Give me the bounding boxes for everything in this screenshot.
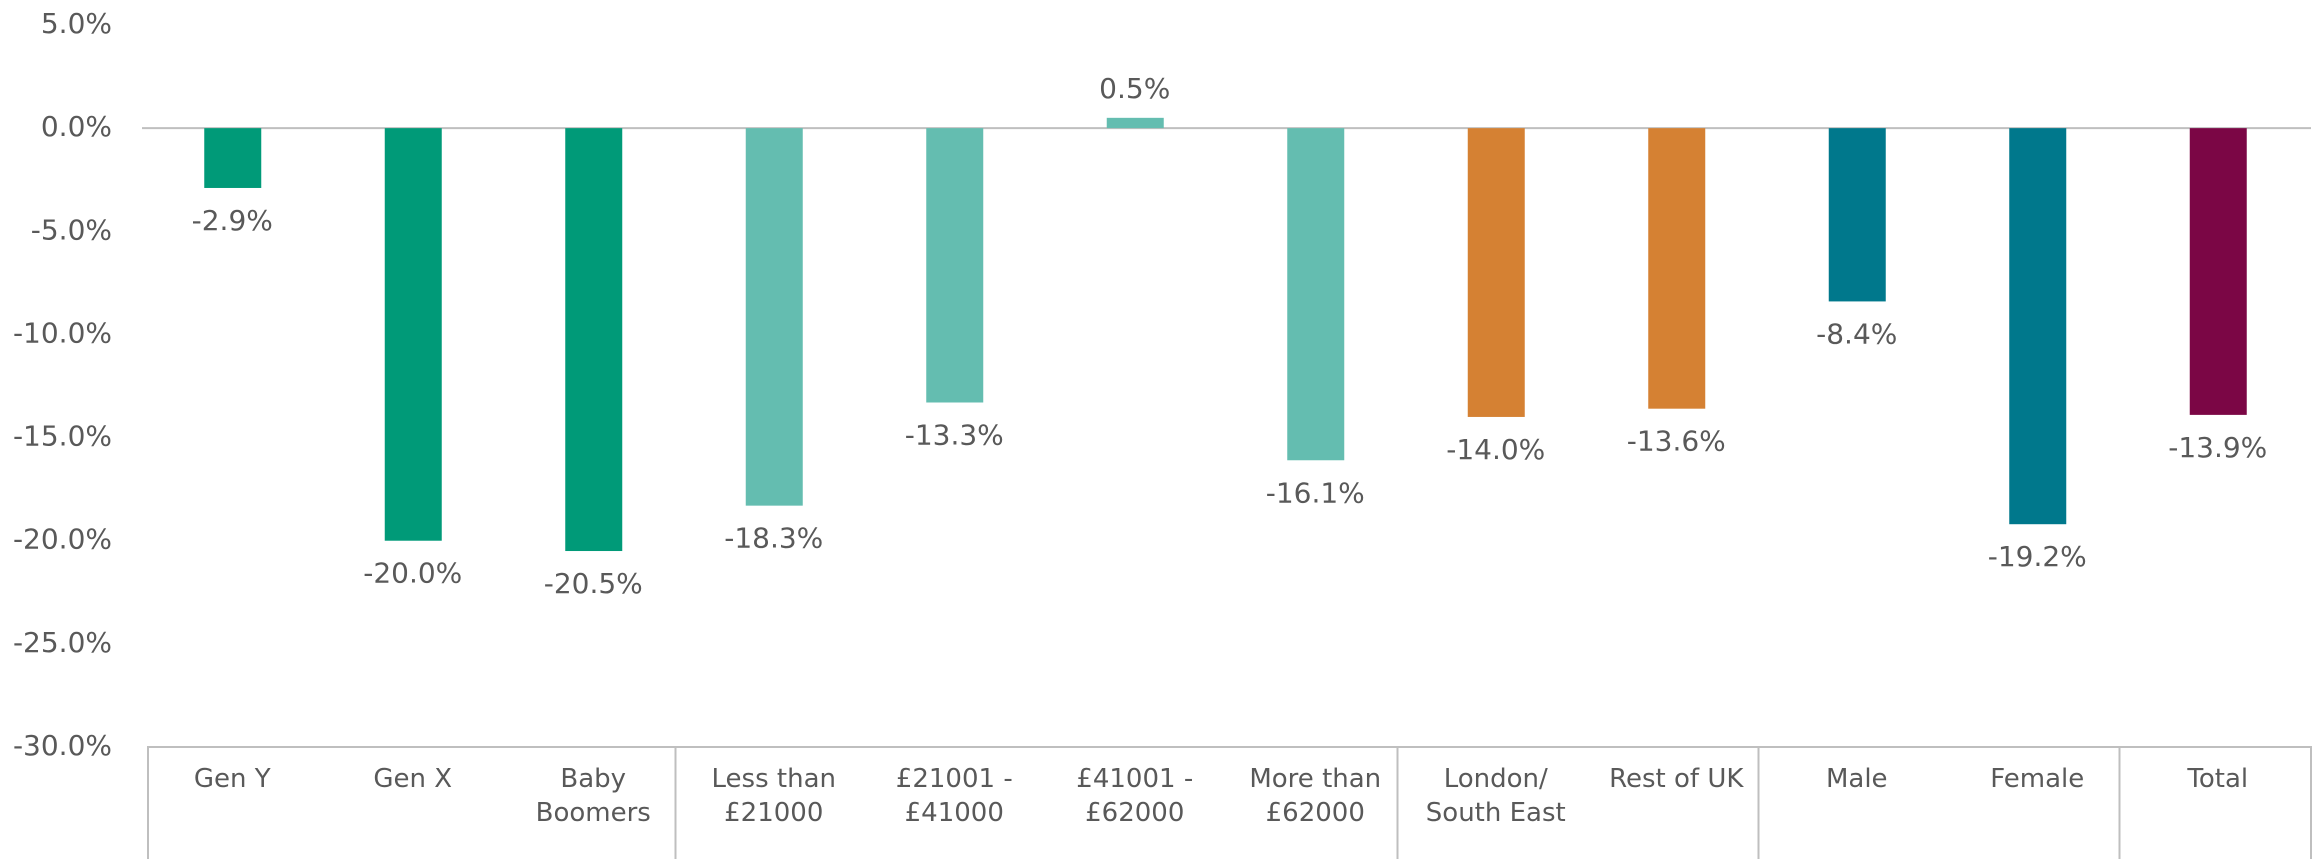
data-label: -13.6% [1627,425,1726,458]
y-tick-label: 0.0% [41,110,112,143]
y-tick-label: -5.0% [31,213,112,246]
data-label: -18.3% [724,522,823,555]
x-tick-label: Total [2187,764,2249,794]
bar [1828,128,1886,302]
data-label: -16.1% [1266,476,1365,509]
data-label: -19.2% [1988,540,2087,573]
x-tick-label: Baby Boomers [535,764,651,828]
bar [926,128,984,403]
x-tick-label: Rest of UK [1609,764,1744,794]
bar [565,128,623,552]
x-tick-label: More than £62000 [1249,764,1382,828]
y-tick-label: -30.0% [13,729,112,762]
x-tick-label: Male [1825,764,1888,794]
bar [2009,128,2067,525]
x-tick-label: £21001 - £41000 [895,764,1013,828]
category-table [147,746,2312,859]
bar [2189,128,2247,415]
x-tick-label: Female [1990,764,2085,794]
y-tick-label: 5.0% [41,7,112,40]
data-label: -20.5% [544,567,643,600]
x-tick-label: London/ South East [1425,764,1566,828]
data-label: -2.9% [192,204,273,237]
x-tick-label: Less than £21000 [711,764,836,828]
data-label: -14.0% [1446,433,1545,466]
bar [1287,128,1345,461]
bar [745,128,803,506]
bar [1648,128,1706,409]
bar [204,128,262,188]
y-tick-label: -25.0% [13,626,112,659]
bar [1467,128,1525,417]
data-label: -13.3% [905,419,1004,452]
bar [1106,117,1164,129]
bar [384,128,442,541]
data-label: -13.9% [2168,431,2267,464]
x-tick-label: £41001 - £62000 [1076,764,1194,828]
x-tick-label: Gen X [373,764,453,794]
data-label: 0.5% [1099,72,1170,105]
y-tick-label: -15.0% [13,420,112,453]
data-label: -8.4% [1816,317,1897,350]
data-label: -20.0% [363,557,462,590]
y-tick-label: -20.0% [13,523,112,556]
y-tick-label: -10.0% [13,316,112,349]
x-tick-label: Gen Y [193,764,271,794]
